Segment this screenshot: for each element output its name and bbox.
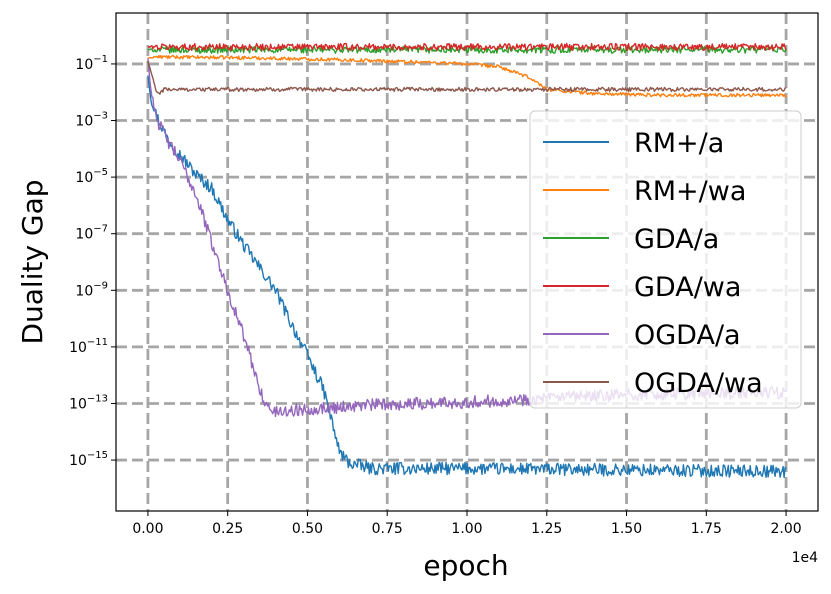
series-lines: [147, 42, 787, 479]
y-tick-label: 10−15: [69, 450, 108, 469]
series-line-GDA/wa: [147, 42, 787, 51]
x-tick-label: 0.25: [212, 521, 243, 537]
x-ticks: 0.00 0.25 0.50 0.75 1.00 1.25 1.50 1.75 2.00: [132, 511, 802, 537]
x-tick-label: 1.75: [691, 521, 722, 537]
y-tick-label: 10−11: [69, 337, 108, 356]
x-tick-label: 1.00: [451, 521, 482, 537]
y-ticks: 10−1 10−3 10−5 10−7 10−9 10−11 10−13 10−15: [69, 54, 116, 469]
legend-label: RM+/wa: [634, 176, 746, 207]
x-tick-label: 1.25: [531, 521, 562, 537]
legend-label: GDA/a: [634, 224, 719, 255]
legend-label: GDA/wa: [634, 272, 741, 303]
series-line-OGDA/wa: [147, 60, 787, 95]
x-tick-label: 0.00: [132, 521, 163, 537]
y-tick-label: 10−13: [69, 393, 108, 412]
y-tick-label: 10−3: [75, 111, 108, 130]
legend-label: OGDA/a: [634, 320, 741, 351]
x-axis-label: epoch: [423, 549, 508, 582]
legend: RM+/a RM+/wa GDA/a GDA/wa OGDA/a OGDA/wa: [529, 110, 802, 409]
legend-label: OGDA/wa: [634, 368, 763, 399]
y-tick-label: 10−5: [75, 167, 108, 186]
legend-label: RM+/a: [634, 128, 724, 159]
y-tick-label: 10−9: [75, 280, 108, 299]
series-line-RM+/wa: [147, 54, 787, 98]
x-scale-note: 1e4: [792, 550, 819, 566]
x-tick-label: 0.50: [292, 521, 323, 537]
x-tick-label: 0.75: [372, 521, 403, 537]
series-line-RM+/a: [147, 75, 787, 479]
y-axis-label: Duality Gap: [16, 179, 49, 344]
series-line-GDA/a: [147, 45, 787, 54]
x-tick-label: 1.50: [611, 521, 642, 537]
y-tick-label: 10−7: [75, 224, 108, 243]
x-tick-label: 2.00: [771, 521, 802, 537]
y-tick-label: 10−1: [75, 54, 108, 73]
